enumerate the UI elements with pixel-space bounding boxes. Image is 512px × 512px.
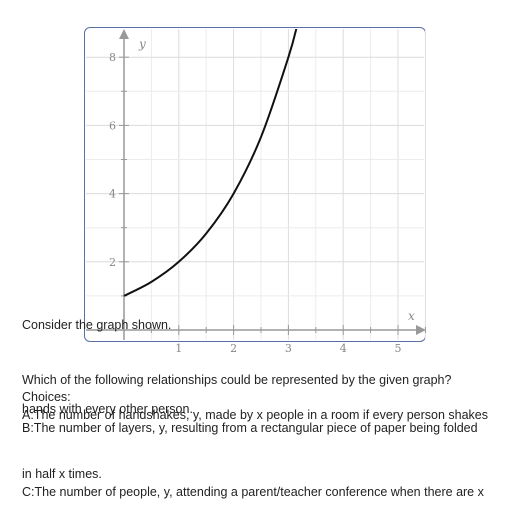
x-tick-label: 3 (285, 342, 292, 355)
y-tick-label: 2 (109, 256, 116, 269)
y-tick-label: 8 (109, 51, 116, 64)
choice-a[interactable]: A:The number of handshakes, y, made by x… (22, 408, 488, 422)
x-tick-label: 1 (175, 342, 182, 355)
y-axis-arrow (119, 29, 129, 39)
choice-b-line-1[interactable]: B:The number of layers, y, resulting fro… (22, 421, 478, 435)
x-axis-arrow (416, 325, 426, 335)
question-prompt: Which of the following relationships cou… (22, 373, 452, 387)
x-tick-label: 4 (340, 342, 347, 355)
choices-label: Choices: (22, 390, 71, 404)
x-axis-label: x (408, 309, 415, 323)
y-tick-label: 6 (109, 119, 116, 132)
choice-b-line-2[interactable]: in half x times. (22, 467, 102, 481)
axes (86, 29, 426, 340)
x-tick-label: 5 (395, 342, 402, 355)
question-intro: Consider the graph shown. (22, 318, 172, 332)
choice-c[interactable]: C:The number of people, y, attending a p… (22, 485, 484, 499)
tick-labels: 1 2 3 4 5 2 4 6 8 (109, 51, 402, 355)
choice-a-overlap-text: hands with every other person. (22, 402, 193, 416)
grid-lines (86, 29, 426, 340)
y-axis-label: y (138, 37, 146, 51)
exponential-curve (123, 29, 298, 297)
x-tick-label: 2 (230, 342, 237, 355)
y-tick-label: 4 (109, 188, 116, 201)
graph-frame (84, 27, 426, 342)
